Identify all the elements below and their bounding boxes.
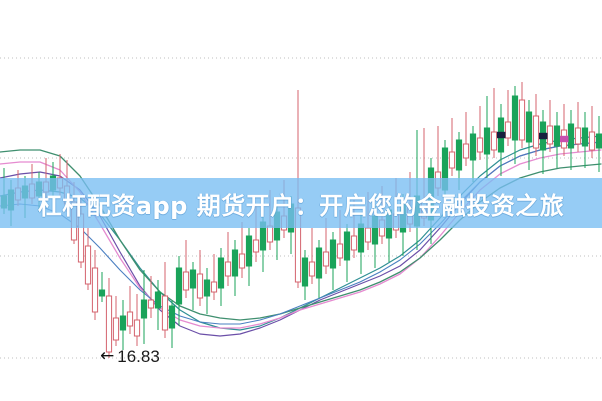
promo-banner[interactable]: 杠杆配资app 期货开户：开启您的金融投资之旅 — [0, 178, 602, 228]
left-arrow-icon: ← — [100, 346, 115, 366]
chart-candles — [0, 82, 602, 358]
price-label: 16.83 — [117, 347, 160, 366]
price-callout[interactable]: ← 16.83 — [100, 346, 160, 366]
chart-candle-markers — [497, 131, 569, 143]
banner-title: 杠杆配资app 期货开户：开启您的金融投资之旅 — [37, 191, 565, 220]
